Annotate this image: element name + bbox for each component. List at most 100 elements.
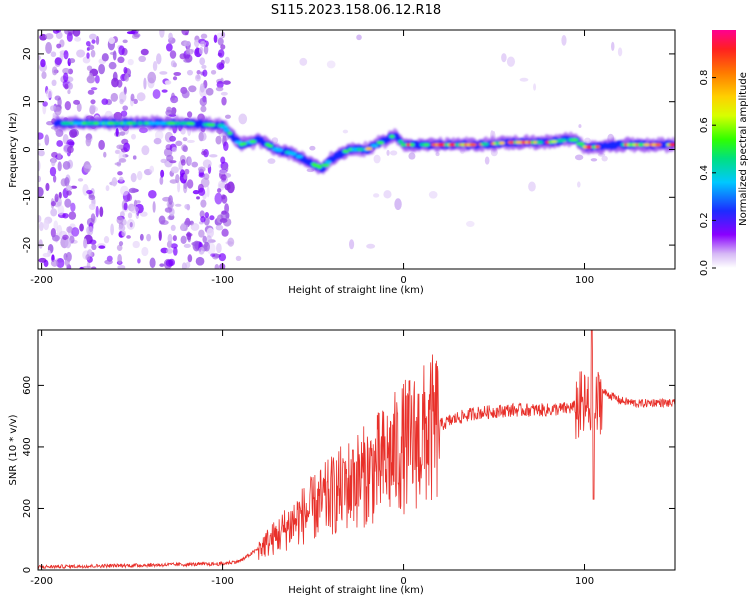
spectrogram-ridge-peak: [167, 121, 177, 125]
spectrogram-noise-cell: [158, 215, 166, 225]
spectrogram-noise-cell: [89, 239, 97, 245]
spectrogram-noise-cell: [66, 226, 73, 233]
snr-series-line: [38, 330, 675, 570]
spectrogram-noise-cell: [52, 175, 57, 183]
spectrogram-x-tick-label: 0: [400, 275, 406, 286]
spectrogram-y-tick-label: -20: [22, 237, 33, 253]
spectrogram-noise-cell: [199, 57, 206, 66]
spectrogram-x-tick-label: 100: [575, 275, 594, 286]
spectrogram-noise-cell: [103, 151, 107, 158]
spectrogram-ridge-layer: [53, 114, 675, 175]
spectrogram-noise-cell: [57, 161, 62, 172]
spectrogram-noise-cell: [170, 224, 176, 231]
spectrogram-noise-cell: [76, 49, 86, 58]
spectrogram-noise-cell: [180, 235, 187, 244]
spectrogram-noise-cell: [590, 158, 598, 162]
spectrogram-noise-cell: [50, 208, 58, 217]
spectrogram-noise-cell: [135, 211, 140, 219]
spectrogram-noise-cell: [123, 202, 128, 211]
spectrogram-noise-cell: [98, 245, 106, 249]
spectrogram-noise-cell: [111, 177, 118, 187]
spectrogram-noise-cell: [221, 194, 226, 200]
spectrogram-noise-cell: [68, 211, 77, 220]
spectrogram-noise-cell: [435, 152, 440, 157]
spectrogram-ridge-peak: [154, 121, 160, 125]
spectrogram-noise-cell: [209, 154, 218, 158]
spectrogram-noise-cell: [227, 237, 235, 247]
colorbar-tick-label: 0.0: [699, 260, 710, 276]
spectrogram-noise-cell: [57, 152, 62, 160]
spectrogram-ridge-peak: [137, 121, 143, 125]
spectrogram-ridge-peak: [558, 138, 568, 143]
spectrogram-noise-cell: [168, 195, 173, 205]
spectrogram-noise-cell: [216, 32, 223, 40]
spectrogram-noise-cell: [187, 254, 193, 263]
spectrogram-noise-cell: [110, 92, 119, 102]
spectrogram-y-tick-label: 10: [22, 95, 33, 108]
spectrogram-noise-cell: [42, 252, 51, 258]
spectrogram-noise-cell: [51, 66, 58, 76]
spectrogram-noise-cell: [220, 156, 226, 164]
spectrogram-noise-cell: [202, 159, 212, 168]
spectrogram-noise-cell: [98, 139, 105, 150]
spectrogram-noise-cell: [183, 58, 191, 63]
spectrogram-noise-cell: [574, 154, 584, 161]
spectrogram-noise-cell: [123, 66, 128, 74]
spectrogram-noise-cell: [184, 168, 190, 175]
spectrogram-noise-cell: [45, 182, 50, 192]
spectrogram-noise-cell: [117, 264, 126, 269]
spectrogram-noise-cell: [198, 131, 204, 142]
spectrogram-noise-cell: [131, 133, 136, 140]
spectrogram-noise-cell: [38, 175, 41, 183]
snr-y-tick-label: 0: [22, 567, 33, 573]
spectrogram-noise-cell: [160, 169, 165, 178]
spectrogram-ridge-peak: [63, 121, 72, 125]
spectrogram-noise-cell: [141, 246, 149, 257]
spectrogram-noise-cell: [103, 235, 110, 244]
spectrogram-noise-cell: [38, 221, 44, 232]
spectrogram-noise-cell: [617, 47, 623, 57]
spectrogram-noise-cell: [170, 110, 176, 116]
spectrogram-noise-cell: [38, 132, 44, 140]
spectrogram-noise-cell: [235, 255, 242, 261]
spectrogram-noise-cell: [528, 181, 536, 192]
spectrogram-noise-cell: [182, 145, 188, 153]
spectrogram-noise-cell: [42, 101, 48, 107]
spectrogram-noise-cell: [180, 159, 186, 166]
spectrogram-noise-cell: [373, 193, 380, 198]
spectrogram-noise-cell: [171, 146, 177, 153]
spectrogram-noise-cell: [299, 57, 308, 66]
spectrogram-noise-cell: [116, 144, 125, 150]
spectrogram-noise-cell: [271, 137, 279, 144]
spectrogram-noise-cell: [133, 98, 138, 105]
spectrogram-noise-cell: [187, 156, 192, 166]
spectrogram-noise-cell: [577, 181, 581, 188]
spectrogram-noise-cell: [394, 198, 402, 211]
spectrogram-noise-cell: [104, 259, 113, 265]
spectrogram-noise-cell: [56, 43, 62, 49]
spectrogram-noise-cell: [169, 50, 177, 59]
spectrogram-ridge-peak: [113, 121, 121, 125]
colorbar: 0.0 0.2 0.4 0.6 0.8 Normalized spectral ampl…: [699, 30, 749, 276]
spectrogram-noise-cell: [98, 63, 106, 75]
spectrogram-noise-cell: [267, 158, 276, 164]
spectrogram-noise-cell: [366, 243, 376, 249]
spectrogram-noise-cell: [221, 96, 227, 106]
spectrogram-noise-cell: [140, 48, 149, 56]
spectrogram-noise-cell: [198, 246, 205, 255]
spectrogram-ridge-peak: [295, 154, 303, 159]
spectrogram-ridge-peak: [370, 144, 379, 148]
spectrogram-noise-cell: [88, 225, 94, 236]
spectrogram-ridge-peak: [72, 121, 81, 125]
snr-frame: [37, 329, 676, 571]
spectrogram-noise-cell: [51, 79, 57, 87]
spectrogram-noise-cell: [215, 224, 224, 231]
snr-x-tick-label: 100: [575, 576, 594, 587]
spectrogram-noise-cell: [611, 41, 615, 52]
spectrogram-x-tick-label: -100: [211, 275, 234, 286]
spectrogram-noise-cell: [190, 222, 200, 231]
spectrogram-noise-cell: [88, 44, 95, 50]
spectrogram-noise-cell: [52, 234, 60, 242]
spectrogram-noise-cell: [204, 211, 210, 218]
